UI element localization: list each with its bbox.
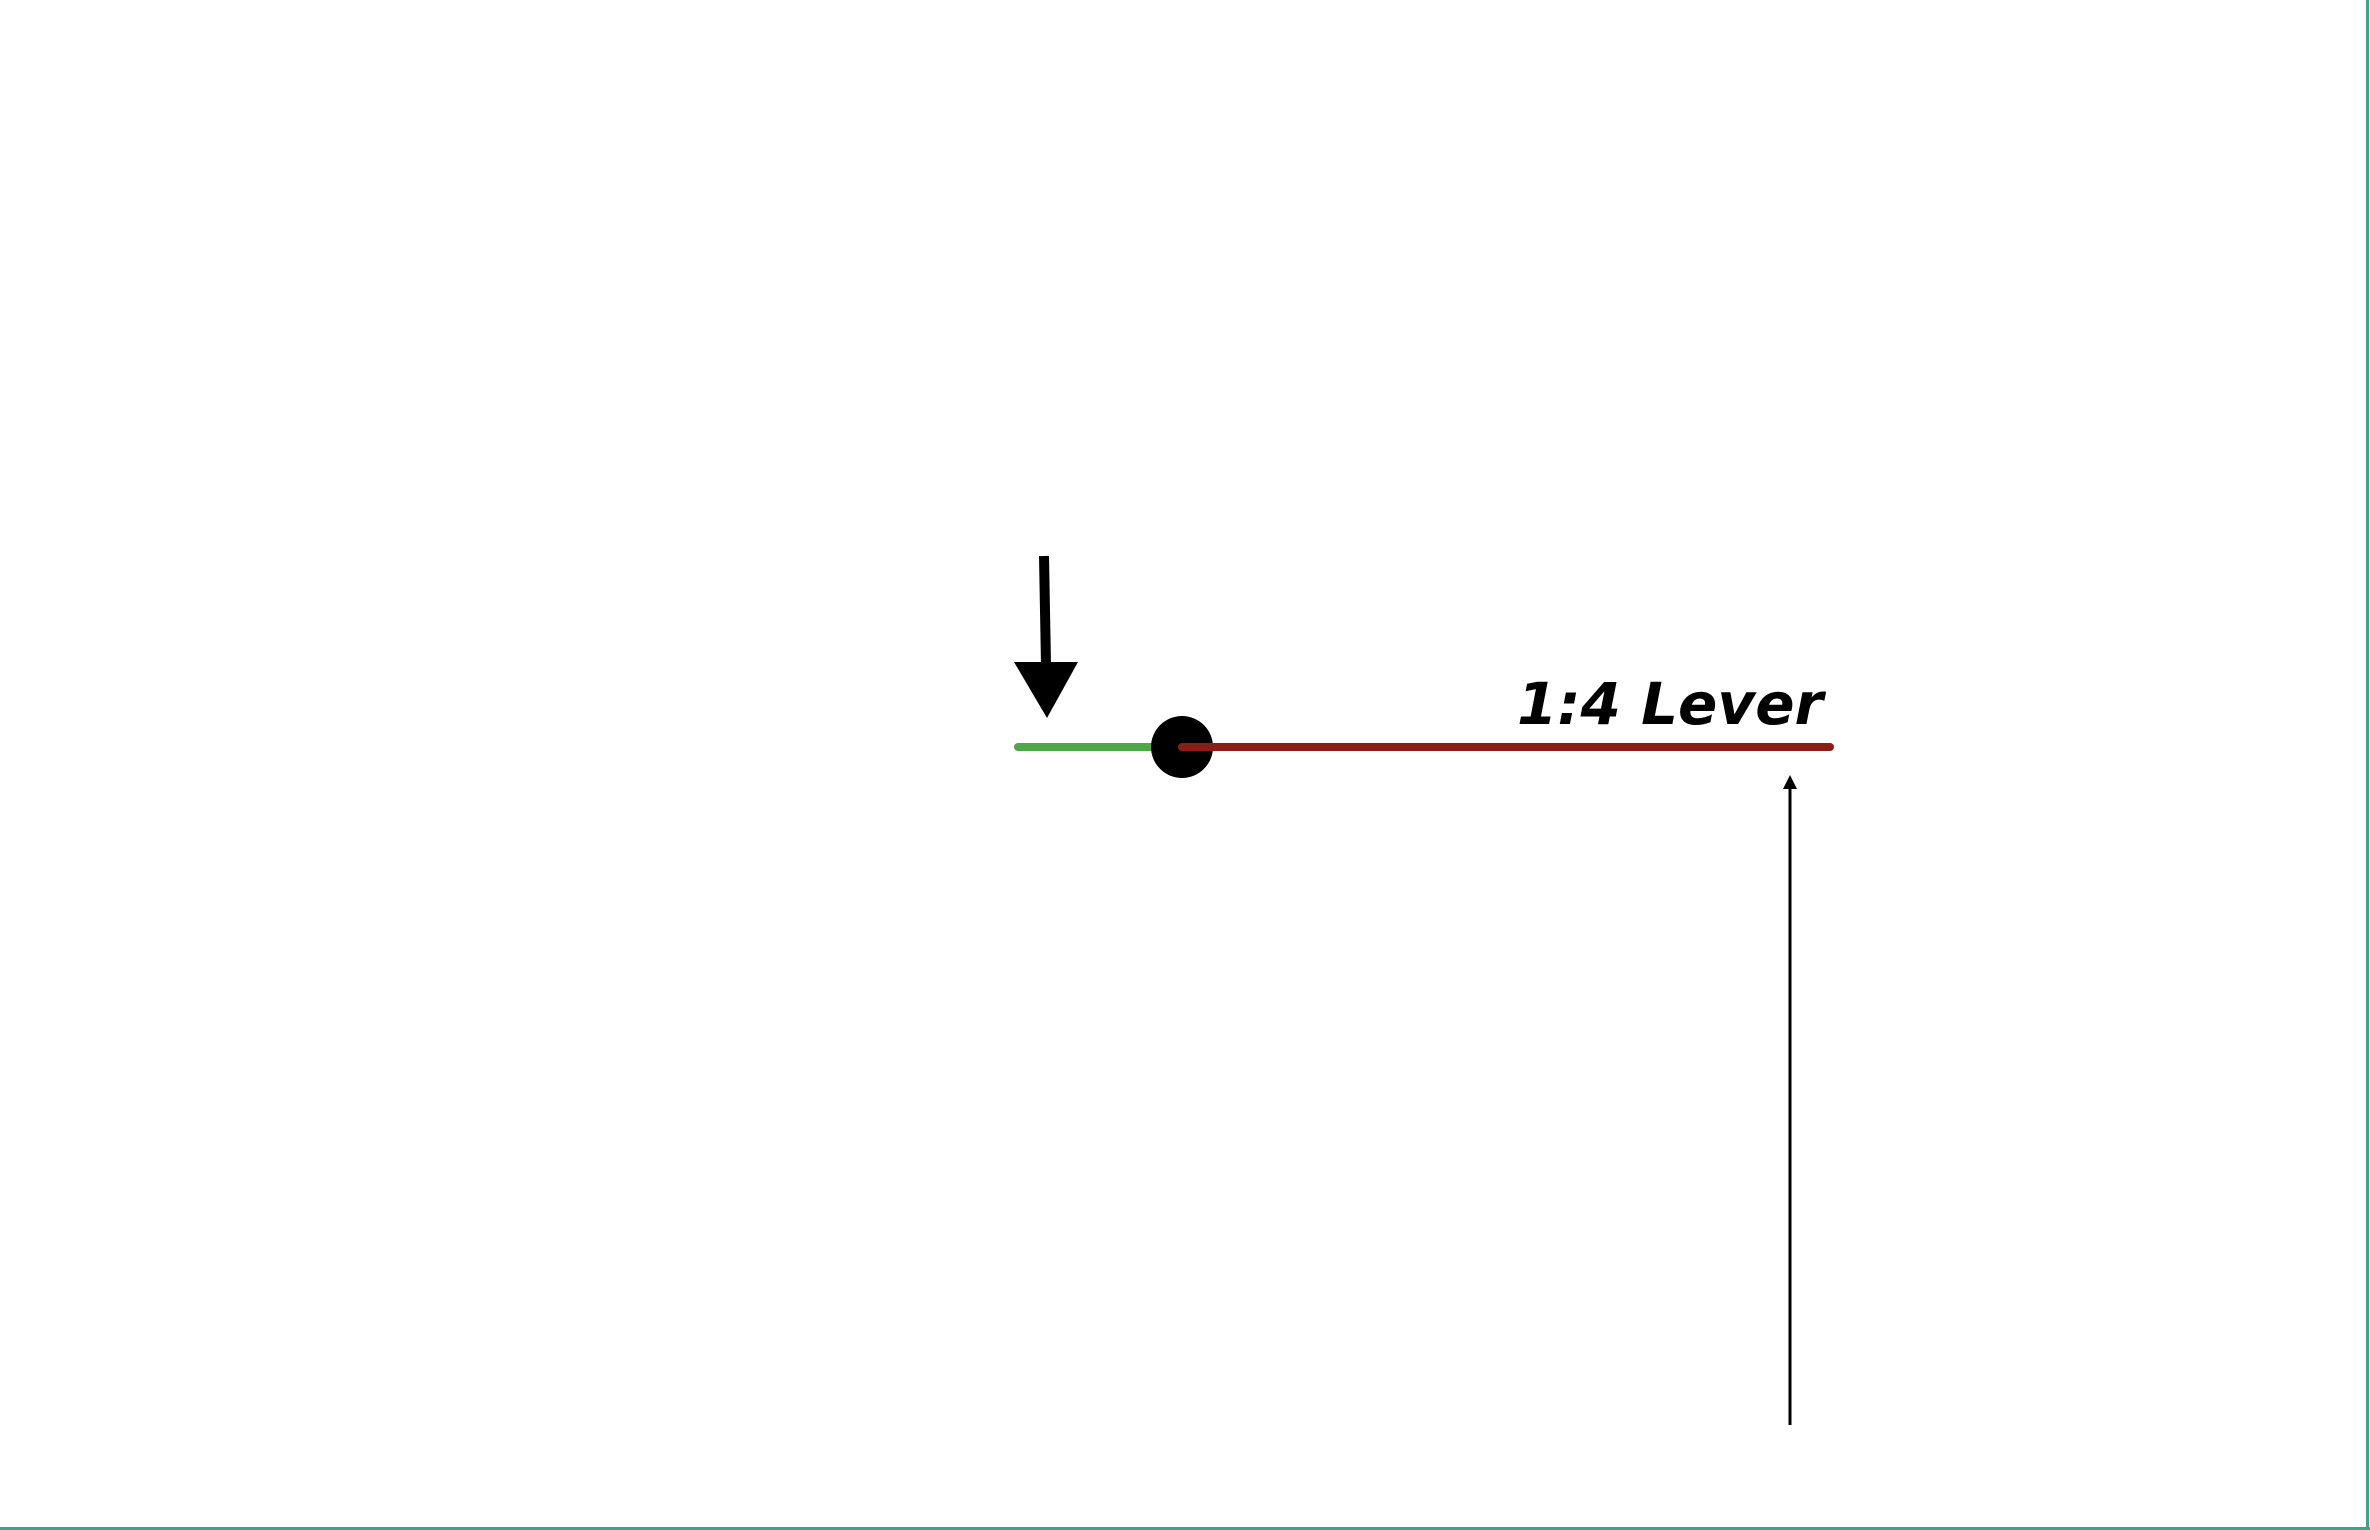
frame-border-right [2366, 0, 2369, 1530]
lever-title: 1:4 Lever [1517, 670, 1827, 738]
frame-border-bottom [0, 1527, 2370, 1530]
input-force-arrow [1014, 555, 1078, 718]
output-motion-arrow [1783, 775, 1797, 1425]
